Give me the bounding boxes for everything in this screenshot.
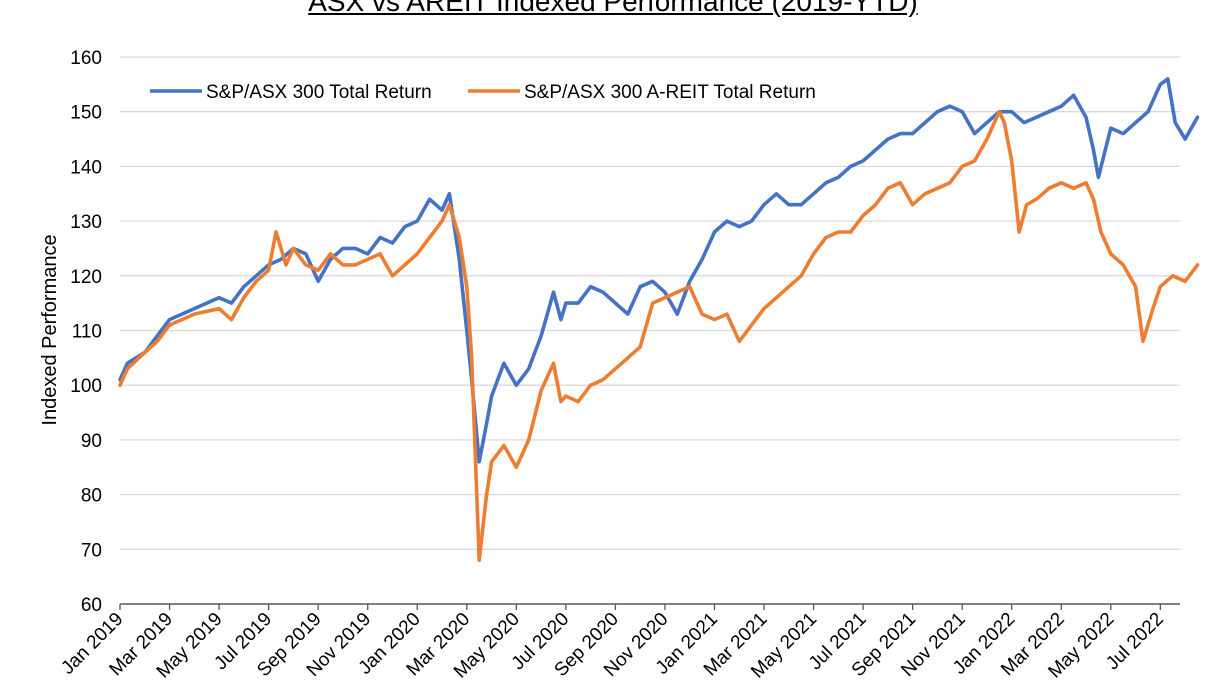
series-line-2 [118,109,1200,562]
gridlines [120,56,1180,550]
y-axis-title: Indexed Performance [39,234,61,425]
y-tick-label: 140 [70,157,102,178]
series-line-1 [118,77,1200,464]
x-axis [119,603,1180,610]
legend-label-1: S&P/ASX 300 Total Return [206,82,432,103]
y-tick-label: 80 [81,486,102,507]
y-tick-label: 120 [70,267,102,288]
y-tick-label: 90 [81,431,102,452]
series-lines [118,77,1200,562]
y-tick-label: 60 [81,595,102,616]
legend-label-2: S&P/ASX 300 A-REIT Total Return [524,82,816,103]
legend: S&P/ASX 300 Total Return S&P/ASX 300 A-RE… [150,82,816,103]
y-tick-label: 130 [70,212,102,233]
y-tick-label: 70 [81,540,102,561]
y-tick-label: 150 [70,103,102,124]
y-tick-label: 100 [70,376,102,397]
y-tick-label: 160 [70,48,102,69]
y-axis: 60 70 80 90 100 110 120 130 140 150 160 [70,48,102,616]
chart-title: ASX vs AREIT Indexed Performance (2019-Y… [308,0,918,17]
y-tick-label: 110 [72,322,102,343]
